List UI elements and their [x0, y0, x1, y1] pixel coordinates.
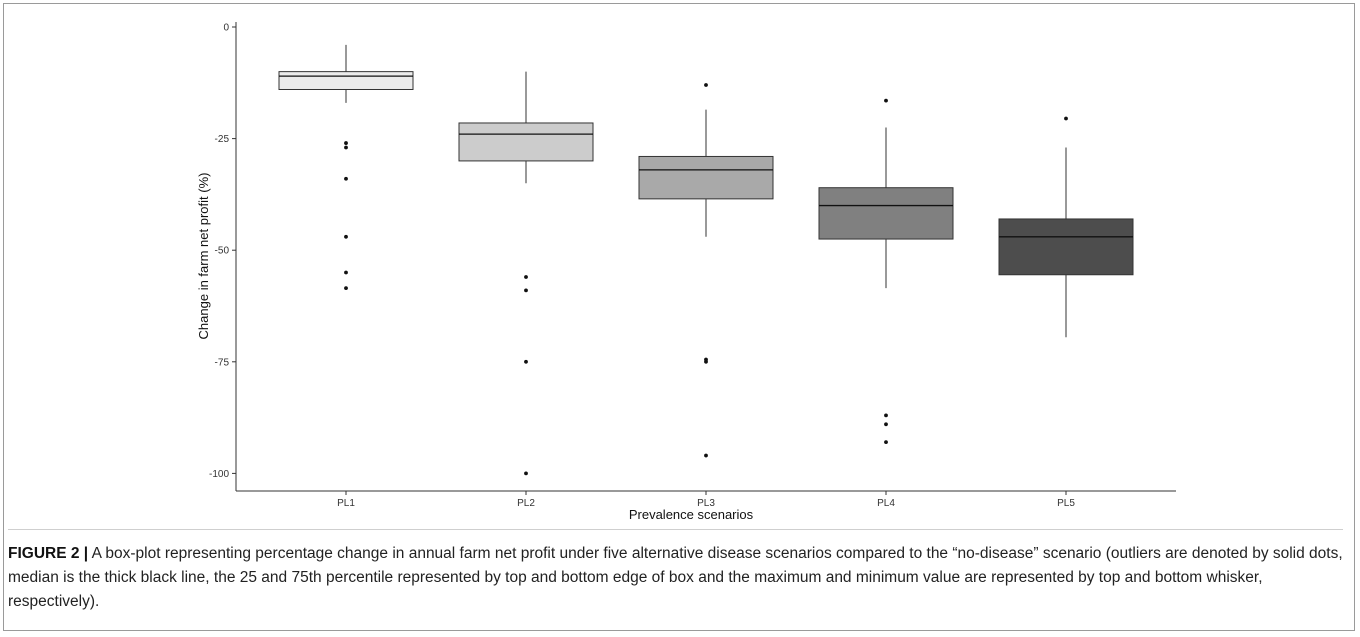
- y-tick-label: -25: [215, 134, 230, 145]
- x-tick-label: PL2: [517, 498, 535, 509]
- outlier-point: [344, 286, 348, 291]
- iqr-box: [998, 218, 1134, 276]
- y-tick-label: -75: [215, 357, 230, 368]
- boxes-layer: [278, 44, 1134, 476]
- outlier-point: [884, 422, 888, 427]
- box-pl3: [638, 83, 774, 458]
- box-pl5: [998, 116, 1134, 338]
- figure-frame: [3, 3, 1355, 631]
- iqr-box: [638, 155, 774, 200]
- y-axis-title: Change in farm net profit (%): [196, 173, 211, 340]
- iqr-box: [278, 71, 414, 90]
- boxplot-chart: 0 -25 -50 -75 -100 PL1 PL2 PL3 PL4 PL5 Change in …: [196, 22, 1176, 522]
- outlier-point: [344, 145, 348, 150]
- x-tick-label: PL1: [337, 498, 355, 509]
- outlier-point: [344, 270, 348, 275]
- figure-label: FIGURE 2 |: [8, 545, 89, 562]
- x-axis-title: Prevalence scenarios: [629, 507, 754, 522]
- box-pl2: [458, 71, 594, 476]
- figure-caption: FIGURE 2 | A box-plot representing perce…: [8, 529, 1343, 614]
- iqr-box: [458, 122, 594, 162]
- outlier-point: [524, 288, 528, 293]
- axes: 0 -25 -50 -75 -100 PL1 PL2 PL3 PL4 PL5: [209, 22, 1176, 509]
- outlier-point: [1064, 116, 1068, 121]
- y-tick-label: 0: [223, 23, 229, 34]
- outlier-point: [524, 471, 528, 476]
- y-tick-label: -50: [215, 246, 230, 257]
- iqr-box: [818, 187, 954, 240]
- outlier-point: [884, 440, 888, 445]
- outlier-point: [884, 413, 888, 418]
- outlier-point: [704, 453, 708, 458]
- outlier-point: [524, 359, 528, 364]
- outlier-point: [884, 98, 888, 103]
- x-tick-label: PL4: [877, 498, 895, 509]
- x-tick-label: PL3: [697, 498, 715, 509]
- outlier-point: [704, 359, 708, 364]
- box-pl1: [278, 44, 414, 291]
- outlier-point: [524, 275, 528, 279]
- outlier-point: [344, 176, 348, 181]
- outlier-point: [344, 234, 348, 239]
- caption-text: A box-plot representing percentage chang…: [8, 545, 1343, 610]
- box-pl4: [818, 98, 954, 445]
- outlier-point: [704, 83, 708, 87]
- y-tick-label: -100: [209, 469, 229, 480]
- outlier-point: [344, 141, 348, 145]
- x-tick-label: PL5: [1057, 498, 1075, 509]
